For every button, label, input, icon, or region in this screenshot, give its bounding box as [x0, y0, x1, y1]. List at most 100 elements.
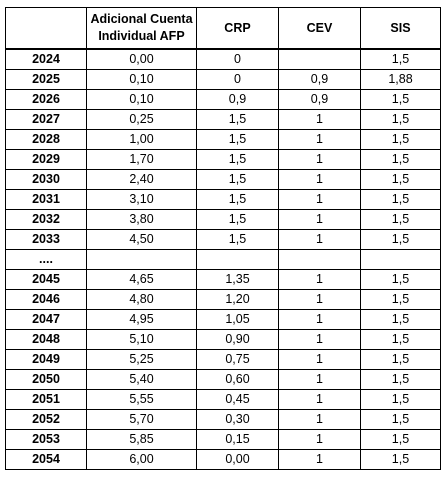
- cell-cev: 1: [278, 189, 361, 210]
- table-row: 2052 5,70 0,30 1 1,5: [5, 409, 441, 430]
- cell-cuenta: 4,80: [86, 289, 197, 310]
- table-row: 2030 2,40 1,5 1 1,5: [5, 169, 441, 190]
- header-sis: SIS: [360, 7, 441, 50]
- header-adicional-cuenta: Adicional Cuenta Individual AFP: [86, 7, 197, 50]
- cell-cuenta: 5,25: [86, 349, 197, 370]
- cell-year: 2031: [5, 189, 87, 210]
- table-row: 2024 0,00 0 1,5: [5, 48, 441, 70]
- cell-cev: 1: [278, 229, 361, 250]
- cell-year: 2026: [5, 89, 87, 110]
- cell-year: 2050: [5, 369, 87, 390]
- cell-cuenta: 2,40: [86, 169, 197, 190]
- cell-cev: 1: [278, 349, 361, 370]
- cell-cev: 1: [278, 449, 361, 470]
- cell-sis: 1,5: [360, 48, 441, 70]
- cell-cev: 1: [278, 169, 361, 190]
- contribution-table-container: Adicional Cuenta Individual AFP CRP CEV …: [5, 7, 441, 470]
- cell-sis: 1,5: [360, 129, 441, 150]
- cell-sis: 1,5: [360, 349, 441, 370]
- cell-year: 2033: [5, 229, 87, 250]
- cell-sis: 1,5: [360, 189, 441, 210]
- cell-cev: 1: [278, 289, 361, 310]
- cell-cev: 1: [278, 409, 361, 430]
- header-row: Adicional Cuenta Individual AFP CRP CEV …: [5, 7, 441, 50]
- table-row: 2028 1,00 1,5 1 1,5: [5, 129, 441, 150]
- cell-cev: 1: [278, 429, 361, 450]
- cell-cuenta: 5,40: [86, 369, 197, 390]
- table-row: 2045 4,65 1,35 1 1,5: [5, 269, 441, 290]
- cell-crp: 0,60: [196, 369, 279, 390]
- cell-cuenta: 5,10: [86, 329, 197, 350]
- cell-cuenta: [86, 249, 197, 270]
- header-adicional-cuenta-line1: Adicional Cuenta: [90, 12, 193, 27]
- cell-sis: 1,5: [360, 289, 441, 310]
- cell-cev: 1: [278, 129, 361, 150]
- cell-cev: [278, 249, 361, 270]
- cell-cuenta: 0,10: [86, 69, 197, 90]
- cell-year: 2046: [5, 289, 87, 310]
- cell-crp: 1,5: [196, 189, 279, 210]
- cell-year: 2054: [5, 449, 87, 470]
- cell-cev: 0,9: [278, 69, 361, 90]
- cell-year: 2047: [5, 309, 87, 330]
- cell-year: 2025: [5, 69, 87, 90]
- cell-cev: 1: [278, 389, 361, 410]
- cell-sis: 1,5: [360, 229, 441, 250]
- cell-sis: 1,5: [360, 389, 441, 410]
- cell-sis: 1,5: [360, 449, 441, 470]
- cell-year: 2032: [5, 209, 87, 230]
- cell-cuenta: 6,00: [86, 449, 197, 470]
- table-row: 2048 5,10 0,90 1 1,5: [5, 329, 441, 350]
- cell-year: 2029: [5, 149, 87, 170]
- cell-cuenta: 3,80: [86, 209, 197, 230]
- cell-cuenta: 0,10: [86, 89, 197, 110]
- cell-year: 2028: [5, 129, 87, 150]
- cell-cuenta: 5,55: [86, 389, 197, 410]
- cell-sis: 1,5: [360, 429, 441, 450]
- table-row: 2026 0,10 0,9 0,9 1,5: [5, 89, 441, 110]
- cell-sis: 1,5: [360, 409, 441, 430]
- header-cev: CEV: [278, 7, 361, 50]
- table-row: 2031 3,10 1,5 1 1,5: [5, 189, 441, 210]
- table-body: 2024 0,00 0 1,5 2025 0,10 0 0,9 1,88 2026 0,10 0,9 0…: [5, 48, 441, 470]
- cell-crp: 0,30: [196, 409, 279, 430]
- cell-crp: 1,5: [196, 109, 279, 130]
- cell-cev: 1: [278, 109, 361, 130]
- cell-cev: [278, 48, 361, 70]
- cell-year: ....: [5, 249, 87, 270]
- cell-sis: 1,5: [360, 329, 441, 350]
- cell-year: 2045: [5, 269, 87, 290]
- cell-cuenta: 4,95: [86, 309, 197, 330]
- cell-year: 2049: [5, 349, 87, 370]
- cell-sis: 1,5: [360, 369, 441, 390]
- cell-crp: 1,5: [196, 229, 279, 250]
- table-header: Adicional Cuenta Individual AFP CRP CEV …: [5, 7, 441, 50]
- table-row: 2051 5,55 0,45 1 1,5: [5, 389, 441, 410]
- cell-year: 2048: [5, 329, 87, 350]
- cell-crp: 0,45: [196, 389, 279, 410]
- cell-sis: 1,5: [360, 209, 441, 230]
- table-row: 2050 5,40 0,60 1 1,5: [5, 369, 441, 390]
- cell-crp: 0,15: [196, 429, 279, 450]
- cell-cev: 1: [278, 209, 361, 230]
- cell-crp: 0,75: [196, 349, 279, 370]
- cell-cuenta: 4,50: [86, 229, 197, 250]
- cell-sis: 1,5: [360, 89, 441, 110]
- contribution-table: Adicional Cuenta Individual AFP CRP CEV …: [5, 7, 441, 470]
- header-crp: CRP: [196, 7, 279, 50]
- cell-cev: 1: [278, 269, 361, 290]
- cell-year: 2027: [5, 109, 87, 130]
- cell-crp: 0: [196, 69, 279, 90]
- cell-cuenta: 1,70: [86, 149, 197, 170]
- table-row: 2032 3,80 1,5 1 1,5: [5, 209, 441, 230]
- cell-sis: [360, 249, 441, 270]
- cell-cuenta: 3,10: [86, 189, 197, 210]
- cell-crp: 0,90: [196, 329, 279, 350]
- cell-crp: 0: [196, 48, 279, 70]
- cell-cev: 1: [278, 369, 361, 390]
- cell-crp: 0,9: [196, 89, 279, 110]
- cell-cev: 1: [278, 149, 361, 170]
- cell-cuenta: 1,00: [86, 129, 197, 150]
- cell-cuenta: 5,70: [86, 409, 197, 430]
- cell-cuenta: 5,85: [86, 429, 197, 450]
